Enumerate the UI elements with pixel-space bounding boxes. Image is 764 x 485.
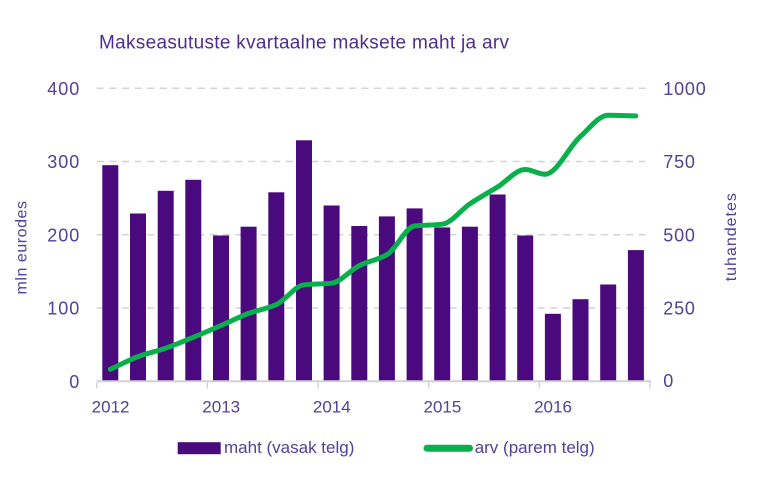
svg-text:maht (vasak telg): maht (vasak telg) [224,438,354,457]
svg-text:1000: 1000 [663,79,706,99]
svg-text:0: 0 [663,371,674,391]
svg-text:mln eurodes: mln eurodes [13,200,30,294]
svg-text:200: 200 [47,225,80,245]
svg-text:2016: 2016 [534,398,572,417]
svg-text:2015: 2015 [423,398,461,417]
svg-text:arv (parem telg): arv (parem telg) [475,438,595,457]
svg-text:2013: 2013 [202,398,240,417]
svg-text:100: 100 [47,299,80,319]
svg-text:tuhandetes: tuhandetes [723,192,740,281]
svg-text:300: 300 [47,152,80,172]
svg-text:0: 0 [69,372,80,392]
svg-text:500: 500 [663,225,695,245]
svg-text:400: 400 [47,79,80,99]
svg-text:2012: 2012 [92,398,130,417]
svg-text:2014: 2014 [313,398,351,417]
svg-text:750: 750 [663,152,695,172]
svg-text:Makseasutuste kvartaalne makse: Makseasutuste kvartaalne maksete maht ja… [99,33,509,54]
svg-text:250: 250 [663,299,695,319]
